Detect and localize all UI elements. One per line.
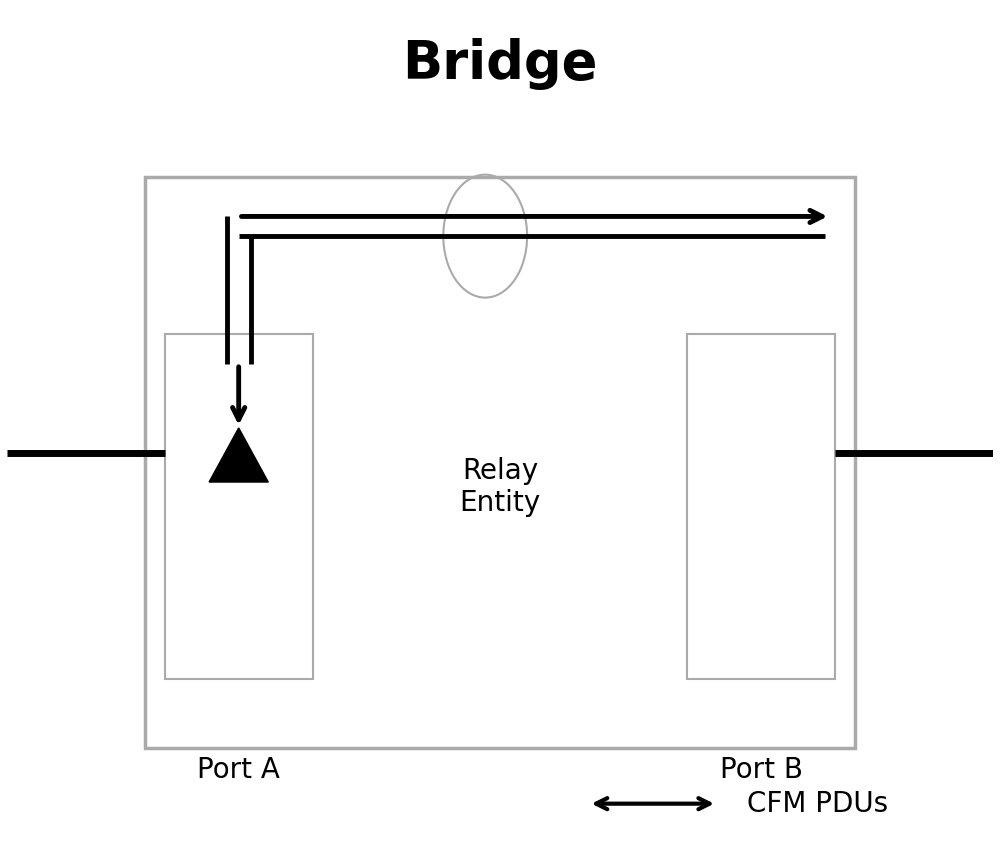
Text: Port B: Port B <box>720 756 803 784</box>
Polygon shape <box>209 428 268 482</box>
Text: Relay
Entity: Relay Entity <box>459 457 541 517</box>
Text: Port A: Port A <box>197 756 280 784</box>
Bar <box>165 334 313 678</box>
Bar <box>687 334 835 678</box>
Text: CFM PDUs: CFM PDUs <box>747 789 888 817</box>
Bar <box>145 177 855 748</box>
Text: Bridge: Bridge <box>402 38 598 90</box>
